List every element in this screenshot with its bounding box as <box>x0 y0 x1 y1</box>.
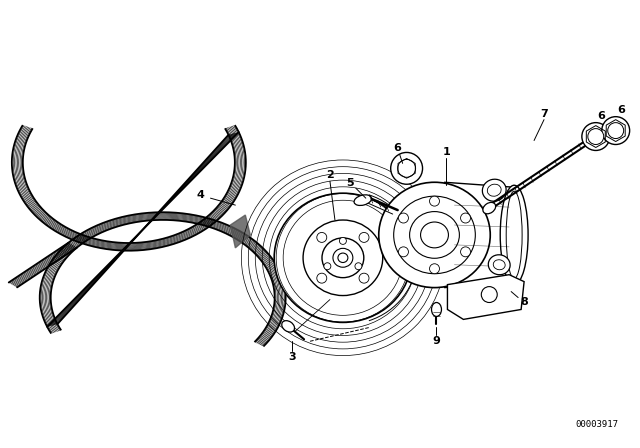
Text: 2: 2 <box>326 170 334 180</box>
Circle shape <box>461 213 470 223</box>
Ellipse shape <box>488 255 510 275</box>
Ellipse shape <box>338 253 348 263</box>
Text: 1: 1 <box>443 147 451 157</box>
Circle shape <box>324 263 331 270</box>
Ellipse shape <box>379 182 490 288</box>
Ellipse shape <box>500 185 528 284</box>
Circle shape <box>399 247 408 257</box>
Ellipse shape <box>282 321 294 332</box>
Circle shape <box>461 247 470 257</box>
Circle shape <box>608 123 623 138</box>
Circle shape <box>602 116 630 145</box>
Text: 6: 6 <box>394 143 401 154</box>
Circle shape <box>317 273 327 283</box>
Polygon shape <box>230 215 250 248</box>
Circle shape <box>481 287 497 302</box>
Polygon shape <box>447 275 524 319</box>
Circle shape <box>429 264 440 274</box>
Circle shape <box>397 159 415 177</box>
Ellipse shape <box>274 193 412 323</box>
Text: 3: 3 <box>288 352 296 362</box>
Circle shape <box>429 196 440 206</box>
Circle shape <box>399 213 408 223</box>
Circle shape <box>355 263 362 270</box>
Ellipse shape <box>322 238 364 278</box>
Ellipse shape <box>420 222 449 248</box>
Text: 8: 8 <box>520 297 528 306</box>
Ellipse shape <box>431 302 442 316</box>
Text: 00003917: 00003917 <box>576 420 619 429</box>
Text: 9: 9 <box>433 336 440 346</box>
Ellipse shape <box>410 211 460 258</box>
Ellipse shape <box>303 220 383 296</box>
Circle shape <box>359 273 369 283</box>
Text: 6: 6 <box>597 111 605 121</box>
Ellipse shape <box>354 195 372 206</box>
Ellipse shape <box>333 248 353 267</box>
Circle shape <box>390 152 422 184</box>
Text: 4: 4 <box>196 190 204 200</box>
Ellipse shape <box>483 179 506 201</box>
Text: 7: 7 <box>540 109 548 119</box>
Text: 6: 6 <box>617 105 625 115</box>
Circle shape <box>588 129 604 145</box>
Ellipse shape <box>483 202 495 214</box>
Circle shape <box>339 237 346 244</box>
Circle shape <box>359 233 369 242</box>
Circle shape <box>582 123 610 151</box>
Text: 5: 5 <box>346 178 354 188</box>
Circle shape <box>317 233 327 242</box>
